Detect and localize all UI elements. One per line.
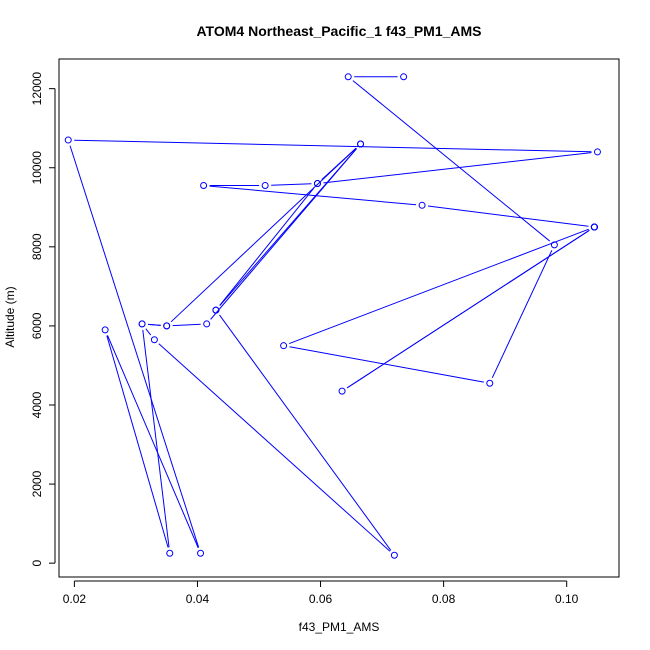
- data-point: [313, 180, 321, 188]
- data-point: [203, 320, 211, 328]
- x-tick-label: 0.08: [432, 592, 456, 606]
- data-point: [280, 342, 288, 350]
- y-axis: 0 2000 4000 6000 8000 10000 12000: [30, 72, 56, 567]
- series-segment: [427, 205, 589, 227]
- data-point: [400, 73, 408, 81]
- series-segment: [289, 228, 589, 345]
- series-segment: [289, 346, 484, 383]
- y-tick-label: 8000: [30, 233, 44, 260]
- x-tick-label: 0.02: [63, 592, 87, 606]
- data-point: [163, 322, 171, 330]
- series-segment: [107, 335, 199, 548]
- data-point: [197, 549, 205, 557]
- data-point: [418, 201, 426, 209]
- series-segment: [219, 187, 315, 306]
- series-segment: [219, 314, 392, 551]
- series-segment: [491, 250, 553, 379]
- x-tick-label: 0.06: [309, 592, 333, 606]
- series-segment: [210, 148, 358, 320]
- data-point: [590, 223, 598, 231]
- series-segment: [74, 139, 592, 153]
- series-segment: [271, 183, 312, 186]
- data-point: [357, 140, 365, 148]
- series-segment: [346, 229, 590, 389]
- data-point: [166, 549, 174, 557]
- data-point: [101, 326, 109, 334]
- y-tick-label: 10000: [30, 151, 44, 185]
- data-point: [338, 387, 346, 395]
- chart-title: ATOM4 Northeast_Pacific_1 f43_PM1_AMS: [196, 23, 481, 39]
- data-point: [138, 320, 146, 328]
- series-segment: [209, 185, 417, 206]
- plot-area-frame: [58, 58, 620, 578]
- data-point: [390, 551, 398, 559]
- data-point: [212, 306, 220, 314]
- data-point: [64, 136, 72, 144]
- y-tick-label: 6000: [30, 312, 44, 339]
- series-segment: [172, 323, 201, 327]
- y-tick-label: 4000: [30, 391, 44, 418]
- series-segment: [352, 80, 551, 242]
- data-point: [486, 379, 494, 387]
- data-point: [344, 73, 352, 81]
- series-segment: [145, 328, 152, 336]
- series-segment: [69, 145, 200, 548]
- series-segment: [158, 343, 391, 552]
- x-tick-label: 0.10: [555, 592, 579, 606]
- y-tick-label: 0: [30, 560, 44, 567]
- x-tick-label: 0.04: [186, 592, 210, 606]
- data-point: [593, 148, 601, 156]
- y-axis-label: Altitude (m): [3, 286, 17, 347]
- data-point: [200, 182, 208, 190]
- series-segment: [321, 147, 357, 180]
- x-axis: 0.02 0.04 0.06 0.08 0.10: [63, 580, 579, 606]
- y-tick-label: 2000: [30, 470, 44, 497]
- data-point: [550, 241, 558, 249]
- series-segment: [142, 329, 170, 548]
- series-segment: [170, 147, 357, 323]
- y-tick-label: 12000: [30, 72, 44, 106]
- series-segment: [323, 152, 592, 184]
- series-segment: [148, 323, 161, 326]
- data-point: [261, 182, 269, 190]
- series-segment: [106, 335, 169, 548]
- data-series: [64, 73, 601, 559]
- x-axis-label: f43_PM1_AMS: [299, 620, 380, 634]
- data-point: [150, 336, 158, 344]
